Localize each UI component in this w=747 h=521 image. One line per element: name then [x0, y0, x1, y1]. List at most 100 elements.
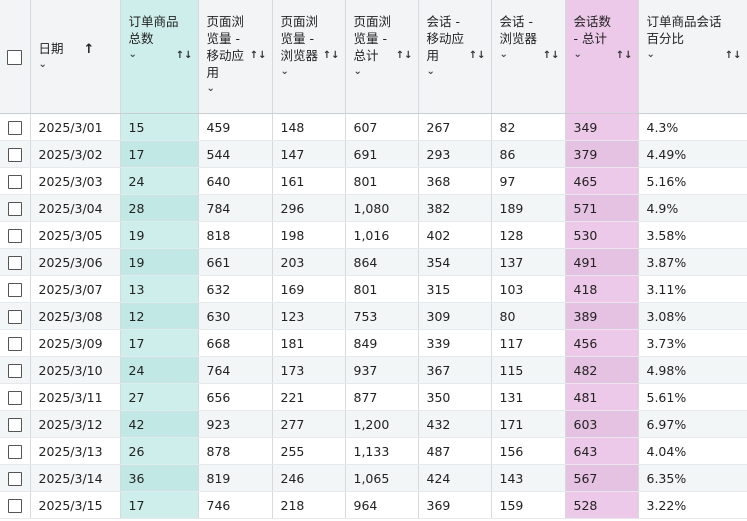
sort-icon[interactable]: ↑↓	[542, 50, 560, 61]
table-cell: 6.97%	[638, 410, 747, 438]
column-header-sessions-mobile[interactable]: 会话 - 移动应 用 ⌄ ↑↓	[418, 0, 492, 114]
row-select-cell	[0, 248, 31, 276]
table-row[interactable]: 2025/3/11 27 656 221 877 350 131 481 5.61%	[0, 383, 747, 411]
table-cell: 2025/3/01	[30, 113, 121, 141]
column-header-order-session-percent[interactable]: 订单商品会话 百分比 ⌄ ↑↓	[638, 0, 747, 114]
table-cell: 2025/3/05	[30, 221, 121, 249]
table-cell: 801	[345, 167, 419, 195]
column-label: 页面浏 览量 - 总计	[353, 14, 392, 63]
table-cell: 603	[565, 410, 639, 438]
table-cell: 661	[198, 248, 273, 276]
header-row: 日期 ↑ ⌄ 订单商品 总数 ⌄ ↑↓ 页面浏 览量 - 移动应 用 ⌄ ↑↓ 页…	[0, 0, 747, 114]
row-select-cell	[0, 437, 31, 465]
table-cell: 198	[272, 221, 346, 249]
row-checkbox[interactable]	[7, 336, 22, 351]
table-cell: 818	[198, 221, 273, 249]
chevron-down-icon[interactable]: ⌄	[573, 49, 582, 60]
table-cell: 368	[418, 167, 492, 195]
sort-ascending-icon[interactable]: ↑	[83, 42, 95, 57]
table-cell: 487	[418, 437, 492, 465]
row-checkbox[interactable]	[7, 174, 22, 189]
table-row[interactable]: 2025/3/02 17 544 147 691 293 86 379 4.49%	[0, 140, 747, 168]
table-row[interactable]: 2025/3/04 28 784 296 1,080 382 189 571 4.9%	[0, 194, 747, 222]
column-header-date[interactable]: 日期 ↑ ⌄	[30, 0, 121, 114]
table-cell: 819	[198, 464, 273, 492]
select-all-checkbox[interactable]	[7, 50, 23, 65]
table-cell: 12	[120, 302, 199, 330]
table-cell: 17	[120, 140, 199, 168]
table-cell: 923	[198, 410, 273, 438]
sort-icon[interactable]: ↑↓	[615, 50, 633, 61]
row-checkbox[interactable]	[7, 120, 22, 135]
row-checkbox[interactable]	[7, 363, 22, 378]
row-checkbox[interactable]	[7, 498, 22, 513]
row-checkbox[interactable]	[7, 417, 22, 432]
table-row[interactable]: 2025/3/03 24 640 161 801 368 97 465 5.16%	[0, 167, 747, 195]
column-label: 订单商品会话 百分比	[646, 14, 722, 46]
table-cell: 528	[565, 491, 639, 519]
sort-icon[interactable]: ↑↓	[322, 50, 340, 61]
chevron-down-icon[interactable]: ⌄	[280, 66, 289, 77]
column-header-pageviews-total[interactable]: 页面浏 览量 - 总计 ⌄ ↑↓	[345, 0, 419, 114]
table-cell: 2025/3/09	[30, 329, 121, 357]
sort-icon[interactable]: ↑↓	[395, 50, 413, 61]
table-cell: 221	[272, 383, 346, 411]
chevron-down-icon[interactable]: ⌄	[128, 49, 137, 60]
table-cell: 544	[198, 140, 273, 168]
table-cell: 123	[272, 302, 346, 330]
table-row[interactable]: 2025/3/09 17 668 181 849 339 117 456 3.73%	[0, 329, 747, 357]
table-cell: 4.98%	[638, 356, 747, 384]
table-cell: 369	[418, 491, 492, 519]
table-cell: 1,133	[345, 437, 419, 465]
chevron-down-icon[interactable]: ⌄	[646, 49, 655, 60]
table-row[interactable]: 2025/3/05 19 818 198 1,016 402 128 530 3.58%	[0, 221, 747, 249]
sort-icon[interactable]: ↑↓	[249, 50, 267, 61]
select-all-cell	[0, 0, 31, 114]
table-row[interactable]: 2025/3/12 42 923 277 1,200 432 171 603 6.97%	[0, 410, 747, 438]
column-header-sessions-total[interactable]: 会话数 - 总计 ⌄ ↑↓	[565, 0, 639, 114]
row-checkbox[interactable]	[7, 309, 22, 324]
table-row[interactable]: 2025/3/08 12 630 123 753 309 80 389 3.08%	[0, 302, 747, 330]
column-header-sessions-browser[interactable]: 会话 - 浏览器 ⌄ ↑↓	[491, 0, 566, 114]
chevron-down-icon[interactable]: ⌄	[426, 66, 435, 77]
row-checkbox[interactable]	[7, 471, 22, 486]
row-select-cell	[0, 194, 31, 222]
table-row[interactable]: 2025/3/10 24 764 173 937 367 115 482 4.98%	[0, 356, 747, 384]
sort-icon[interactable]: ↑↓	[468, 50, 486, 61]
table-cell: 607	[345, 113, 419, 141]
row-checkbox[interactable]	[7, 444, 22, 459]
row-select-cell	[0, 140, 31, 168]
table-cell: 181	[272, 329, 346, 357]
row-checkbox[interactable]	[7, 147, 22, 162]
chevron-down-icon[interactable]: ⌄	[38, 59, 47, 70]
row-checkbox[interactable]	[7, 282, 22, 297]
row-select-cell	[0, 221, 31, 249]
chevron-down-icon[interactable]: ⌄	[206, 83, 215, 94]
table-row[interactable]: 2025/3/13 26 878 255 1,133 487 156 643 4.04%	[0, 437, 747, 465]
chevron-down-icon[interactable]: ⌄	[499, 49, 508, 60]
sort-icon[interactable]: ↑↓	[175, 50, 193, 61]
column-header-pageviews-mobile[interactable]: 页面浏 览量 - 移动应 用 ⌄ ↑↓	[198, 0, 273, 114]
table-cell: 148	[272, 113, 346, 141]
table-cell: 402	[418, 221, 492, 249]
row-checkbox[interactable]	[7, 255, 22, 270]
column-label: 会话 - 移动应 用	[426, 14, 465, 63]
column-header-order-items[interactable]: 订单商品 总数 ⌄ ↑↓	[120, 0, 199, 114]
column-header-pageviews-browser[interactable]: 页面浏 览量 - 浏览器 ⌄ ↑↓	[272, 0, 346, 114]
table-cell: 418	[565, 275, 639, 303]
row-checkbox[interactable]	[7, 201, 22, 216]
table-cell: 277	[272, 410, 346, 438]
table-row[interactable]: 2025/3/07 13 632 169 801 315 103 418 3.11%	[0, 275, 747, 303]
table-row[interactable]: 2025/3/01 15 459 148 607 267 82 349 4.3%	[0, 113, 747, 141]
table-row[interactable]: 2025/3/06 19 661 203 864 354 137 491 3.87%	[0, 248, 747, 276]
table-cell: 143	[491, 464, 566, 492]
table-row[interactable]: 2025/3/14 36 819 246 1,065 424 143 567 6.35%	[0, 464, 747, 492]
table-row[interactable]: 2025/3/15 17 746 218 964 369 159 528 3.22%	[0, 491, 747, 519]
chevron-down-icon[interactable]: ⌄	[353, 66, 362, 77]
sort-icon[interactable]: ↑↓	[724, 50, 742, 61]
column-label: 会话 - 浏览器	[499, 14, 538, 46]
table-cell: 156	[491, 437, 566, 465]
row-checkbox[interactable]	[7, 228, 22, 243]
row-checkbox[interactable]	[7, 390, 22, 405]
